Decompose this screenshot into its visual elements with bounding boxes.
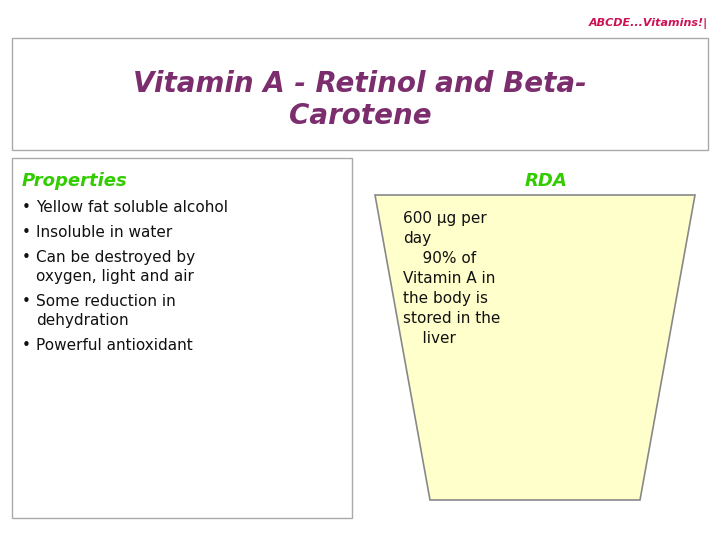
Polygon shape (375, 195, 695, 500)
Text: •: • (22, 250, 31, 265)
Text: oxygen, light and air: oxygen, light and air (36, 269, 194, 284)
Text: Yellow fat soluble alcohol: Yellow fat soluble alcohol (36, 200, 228, 215)
FancyBboxPatch shape (12, 38, 708, 150)
Text: dehydration: dehydration (36, 313, 129, 328)
Text: •: • (22, 338, 31, 353)
Text: Vitamin A - Retinol and Beta-: Vitamin A - Retinol and Beta- (133, 70, 587, 98)
Text: RDA: RDA (525, 172, 568, 190)
Text: Some reduction in: Some reduction in (36, 294, 176, 309)
Text: day: day (403, 231, 431, 246)
Text: ABCDE...Vitamins!|: ABCDE...Vitamins!| (589, 18, 708, 29)
Text: liver: liver (403, 331, 456, 346)
FancyBboxPatch shape (12, 158, 352, 518)
Text: stored in the: stored in the (403, 311, 500, 326)
Text: Properties: Properties (22, 172, 127, 190)
Text: 600 μg per: 600 μg per (403, 211, 487, 226)
Text: 90% of: 90% of (403, 251, 476, 266)
Text: •: • (22, 225, 31, 240)
Text: Powerful antioxidant: Powerful antioxidant (36, 338, 193, 353)
Text: •: • (22, 200, 31, 215)
Text: Carotene: Carotene (289, 102, 431, 130)
Text: Vitamin A in: Vitamin A in (403, 271, 495, 286)
Text: •: • (22, 294, 31, 309)
Text: Insoluble in water: Insoluble in water (36, 225, 172, 240)
Text: Can be destroyed by: Can be destroyed by (36, 250, 195, 265)
Text: the body is: the body is (403, 291, 488, 306)
